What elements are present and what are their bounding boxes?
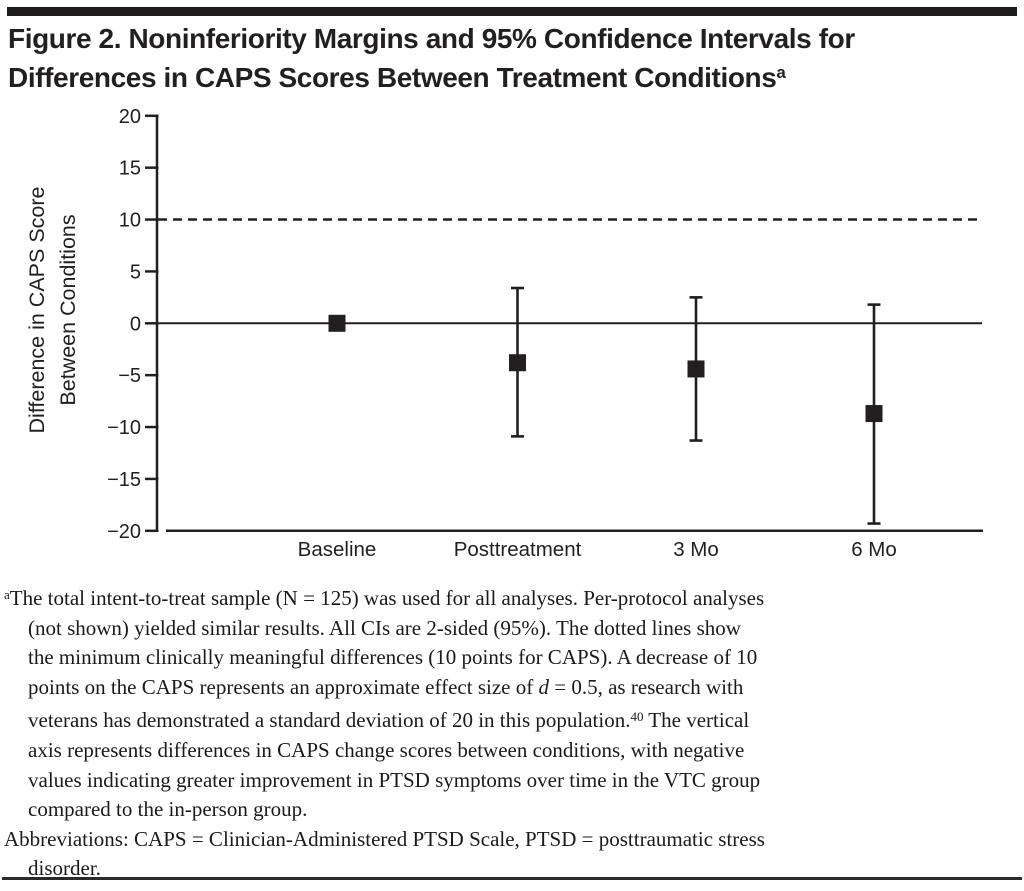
data-point-square (865, 405, 883, 423)
y-axis-tick-label: −15 (107, 469, 141, 491)
footnote-text: compared to the in-person group. (28, 797, 308, 822)
x-axis-category-label: 6 Mo (851, 538, 897, 561)
x-axis-category-label: Baseline (298, 538, 377, 561)
footnote-line: (not shown) yielded similar results. All… (4, 614, 1020, 644)
data-point-square (328, 314, 346, 332)
x-axis-category-label: Posttreatment (454, 538, 582, 561)
footnote-line: points on the CAPS represents an approxi… (4, 673, 1020, 703)
footnote-line: compared to the in-person group. (4, 795, 1020, 825)
y-axis-tick-label: 10 (119, 210, 141, 232)
y-axis-title-line1: Difference in CAPS Score (25, 187, 49, 434)
y-axis-tick-label: 0 (130, 313, 141, 335)
footnote: aThe total intent-to-treat sample (N = 1… (4, 580, 1020, 884)
footnote-line: values indicating greater improvement in… (4, 766, 1020, 796)
footnote-text: = 0.5, as research with (548, 674, 744, 699)
footnote-text: d (538, 674, 549, 699)
footnote-text: disorder. (28, 856, 101, 881)
footnote-text: The total intent-to-treat sample (N = 12… (9, 586, 765, 610)
figure-title-line1: Figure 2. Noninferiority Margins and 95%… (8, 23, 855, 54)
footnote-text: axis represents differences in CAPS chan… (28, 737, 745, 762)
y-axis-tick-label: −10 (107, 417, 141, 439)
bottom-rule (2, 877, 1022, 880)
footnote-text: (not shown) yielded similar results. All… (28, 615, 741, 640)
top-rule (7, 7, 1017, 16)
footnote-superscript: a (4, 587, 10, 602)
footnote-text: The vertical (643, 708, 750, 733)
footnote-line: aThe total intent-to-treat sample (N = 1… (4, 580, 1020, 614)
footnote-text: Abbreviations: CAPS = Clinician-Administ… (4, 826, 765, 851)
figure-title-line2: Differences in CAPS Scores Between Treat… (8, 62, 777, 93)
footnote-line: the minimum clinically meaningful differ… (4, 643, 1020, 673)
footnote-line: Abbreviations: CAPS = Clinician-Administ… (4, 825, 1020, 855)
footnote-text: veterans has demonstrated a standard dev… (28, 708, 631, 733)
y-axis-tick-label: 15 (119, 158, 141, 180)
footnote-superscript: 40 (630, 709, 644, 725)
footnote-text: values indicating greater improvement in… (28, 767, 761, 792)
y-axis-title-line2: Between Conditions (56, 214, 80, 405)
y-axis-tick-label: 20 (119, 106, 141, 128)
footnote-line: disorder. (4, 854, 1020, 884)
footnote-line: axis represents differences in CAPS chan… (4, 736, 1020, 766)
footnote-line: veterans has demonstrated a standard dev… (4, 702, 1020, 736)
footnote-text: the minimum clinically meaningful differ… (28, 645, 758, 670)
y-axis-tick-label: −5 (118, 365, 141, 387)
y-axis-tick-label: 5 (130, 261, 141, 283)
footnote-text: points on the CAPS represents an approxi… (28, 674, 539, 699)
figure-title: Figure 2. Noninferiority Margins and 95%… (8, 22, 855, 95)
x-axis-category-label: 3 Mo (673, 538, 719, 561)
figure-title-footnote-marker: a (776, 63, 786, 82)
y-axis-tick-label: −20 (107, 521, 141, 543)
data-point-square (687, 360, 705, 378)
data-point-square (509, 354, 526, 372)
